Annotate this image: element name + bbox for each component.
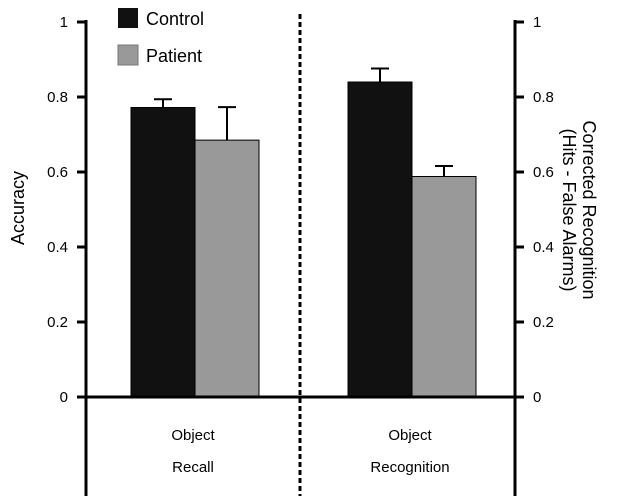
bar-patient-0: [194, 139, 260, 398]
right-tick-label-5: 1: [533, 14, 541, 31]
left-tick-label-1: 0.2: [47, 314, 68, 331]
left-tick-label-2: 0.4: [47, 239, 68, 256]
right-tick-label-4: 0.8: [533, 89, 554, 106]
bar-control-1: [347, 81, 413, 398]
legend-label-patient: Patient: [146, 46, 202, 66]
category-label-recall-line2: Recall: [172, 459, 214, 476]
right-tick-label-3: 0.6: [533, 164, 554, 181]
right-tick-label-0: 0: [533, 389, 541, 406]
left-tick-label-0: 0: [60, 389, 68, 406]
y-axis-title-right-line2: (Hits - False Alarms): [559, 128, 579, 291]
y-axis-title-left: Accuracy: [8, 171, 28, 245]
legend-swatch-patient: [117, 44, 139, 66]
category-label-recognition-line1: Object: [388, 427, 432, 444]
legend-swatch-control: [118, 8, 138, 28]
category-label-recall-line1: Object: [171, 427, 215, 444]
bar-control-0: [130, 107, 196, 398]
left-tick-label-3: 0.6: [47, 164, 68, 181]
legend: Control Patient: [117, 8, 204, 66]
plot-area: [130, 67, 477, 398]
left-tick-label-4: 0.8: [47, 89, 68, 106]
tick-labels: 0 0 0.2 0.2 0.4 0.4 0.6 0.6 0.8 0.8 1 1: [47, 14, 554, 406]
bar-patient-1: [411, 176, 477, 398]
category-label-recognition-line2: Recognition: [370, 459, 449, 476]
right-tick-label-1: 0.2: [533, 314, 554, 331]
left-tick-label-5: 1: [60, 14, 68, 31]
y-axis-title-right-line1: Corrected Recognition: [579, 120, 599, 299]
legend-label-control: Control: [146, 9, 204, 29]
right-tick-label-2: 0.4: [533, 239, 554, 256]
